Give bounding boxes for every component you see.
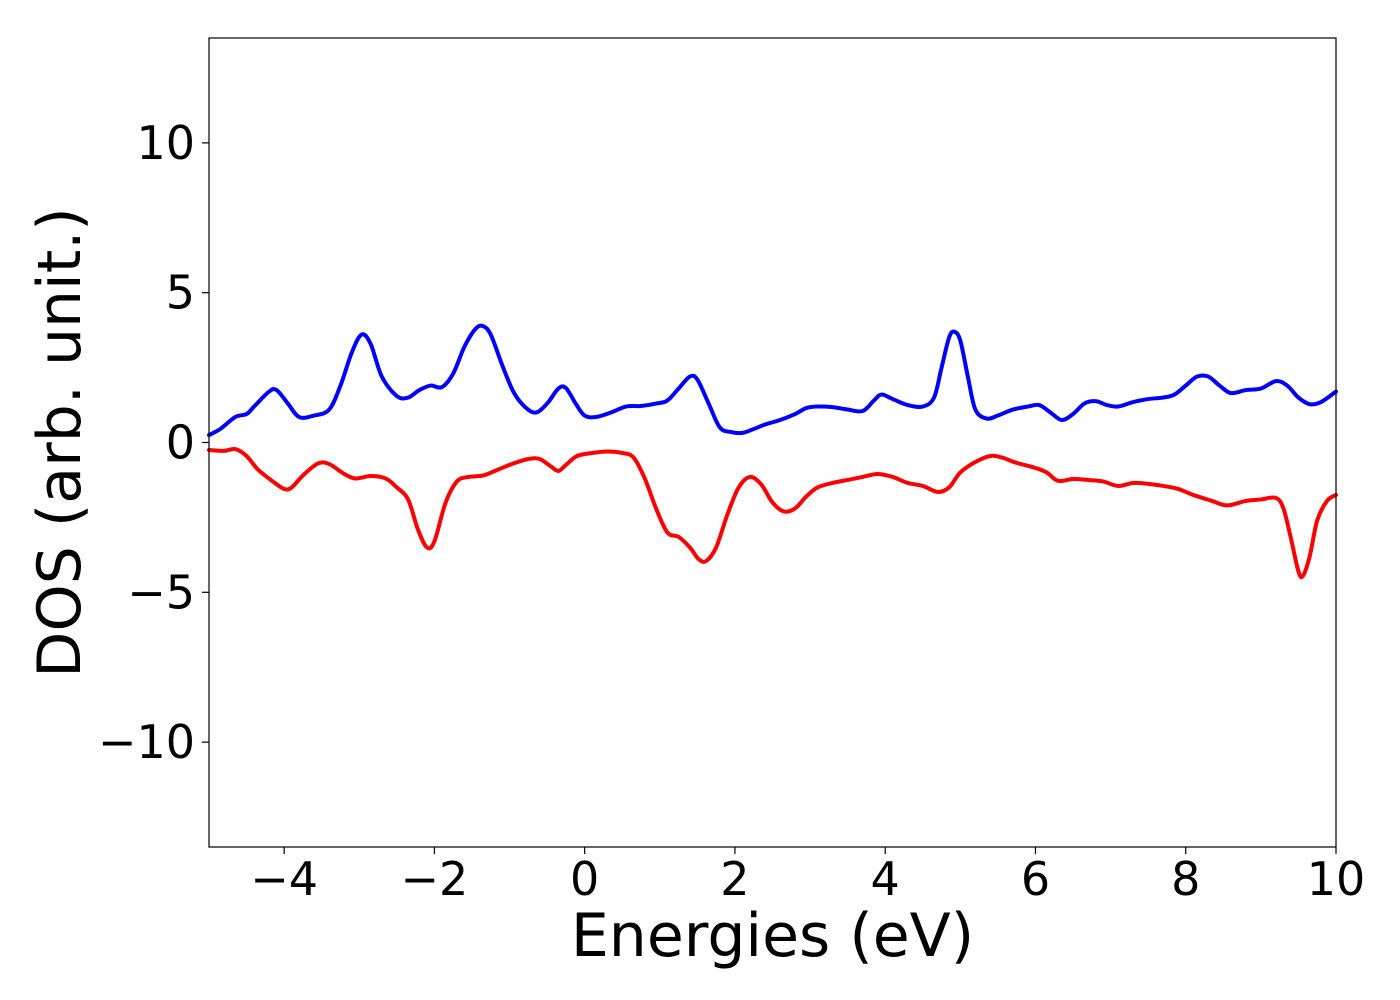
plot-area-frame [208, 37, 1337, 848]
series-line-1 [207, 323, 1338, 438]
x-tick-label: 4 [871, 852, 900, 906]
x-tick-label: −2 [400, 852, 468, 906]
x-axis-title: Energies (eV) [571, 901, 974, 971]
y-tick-label: 0 [166, 416, 195, 470]
series-line-2 [207, 446, 1338, 580]
y-tick-label: 5 [166, 266, 195, 320]
y-axis-title: DOS (arb. unit.) [25, 207, 95, 677]
y-tick-label: 10 [136, 116, 195, 170]
x-tick-label: 2 [720, 852, 749, 906]
y-axis-ticks: −10 −5 0 5 10 [98, 116, 209, 769]
x-tick-label: 0 [570, 852, 599, 906]
x-axis-ticks: −4 −2 0 2 4 6 8 10 [250, 847, 1365, 906]
series-layer [207, 323, 1338, 580]
x-tick-label: 10 [1307, 852, 1366, 906]
y-tick-label: −10 [98, 715, 195, 769]
x-tick-label: 6 [1021, 852, 1050, 906]
x-tick-label: −4 [250, 852, 318, 906]
x-tick-label: 8 [1171, 852, 1200, 906]
y-tick-label: −5 [127, 565, 195, 619]
